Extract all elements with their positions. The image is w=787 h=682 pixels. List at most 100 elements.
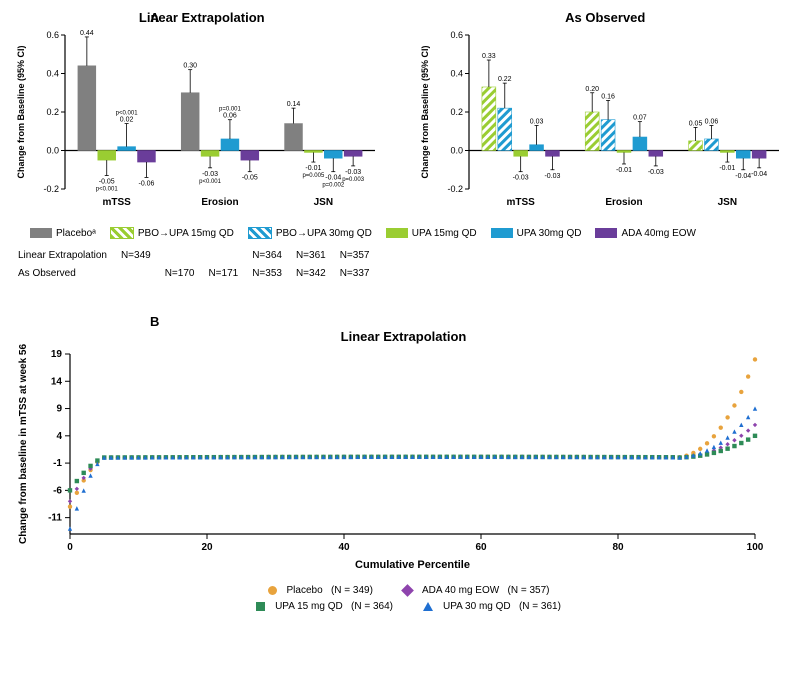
svg-text:-0.03: -0.03 xyxy=(202,171,218,178)
chart-a-left: Linear Extrapolation -0.20.00.20.40.6Cha… xyxy=(10,10,394,218)
svg-text:0.05: 0.05 xyxy=(688,120,702,127)
svg-text:-0.05: -0.05 xyxy=(99,179,115,186)
n-row-header: Linear Extrapolation xyxy=(12,248,113,264)
legend-label: ADA 40mg EOW xyxy=(621,228,695,239)
legend-b-item: UPA 30 mg QD (N = 361) xyxy=(413,601,561,612)
n-cell xyxy=(159,248,201,264)
svg-text:0.2: 0.2 xyxy=(450,107,463,117)
svg-text:-0.04: -0.04 xyxy=(735,173,751,180)
svg-text:19: 19 xyxy=(51,349,63,360)
n-cell: N=361 xyxy=(290,248,332,264)
svg-text:p=0.001: p=0.001 xyxy=(219,107,242,113)
svg-text:Cumulative Percentile: Cumulative Percentile xyxy=(355,559,470,571)
svg-text:Change from Baseline (95% CI): Change from Baseline (95% CI) xyxy=(420,45,430,178)
legend-b-item: UPA 15 mg QD (N = 364) xyxy=(246,601,393,612)
legend-b-item: ADA 40 mg EOW (N = 357) xyxy=(393,585,550,596)
legend-label: UPA 30mg QD xyxy=(517,228,582,239)
svg-text:0.0: 0.0 xyxy=(46,146,59,156)
legend-marker xyxy=(268,586,277,595)
n-cell: N=342 xyxy=(290,266,332,282)
svg-text:-0.06: -0.06 xyxy=(138,180,154,187)
legend-swatch xyxy=(30,228,52,238)
svg-text:-0.2: -0.2 xyxy=(43,184,59,194)
chart-a-left-title: Linear Extrapolation xyxy=(10,10,394,25)
svg-text:-0.05: -0.05 xyxy=(242,175,258,182)
svg-text:0.4: 0.4 xyxy=(450,69,463,79)
legend-label: Placeboᵃ xyxy=(56,228,96,239)
svg-text:0.06: 0.06 xyxy=(223,113,237,120)
chart-b-title: Linear Extrapolation xyxy=(10,329,787,344)
legend-b-item: Placebo (N = 349) xyxy=(258,585,373,596)
legend-swatch xyxy=(248,227,272,239)
svg-text:0.02: 0.02 xyxy=(120,117,134,124)
svg-text:-0.2: -0.2 xyxy=(447,184,463,194)
legend-swatch xyxy=(491,228,513,238)
svg-text:0.14: 0.14 xyxy=(287,101,301,108)
svg-text:0.6: 0.6 xyxy=(46,30,59,40)
svg-text:0.16: 0.16 xyxy=(601,93,615,100)
svg-text:-0.04: -0.04 xyxy=(325,175,341,182)
svg-text:Change from baseline in mTSS a: Change from baseline in mTSS at week 56 xyxy=(18,344,29,544)
svg-text:-0.01: -0.01 xyxy=(616,167,632,174)
n-cell xyxy=(115,266,157,282)
svg-text:-0.03: -0.03 xyxy=(345,169,361,176)
svg-text:60: 60 xyxy=(475,542,487,553)
svg-text:-0.04: -0.04 xyxy=(751,171,767,178)
n-cell: N=364 xyxy=(246,248,288,264)
svg-text:9: 9 xyxy=(56,404,62,415)
legend-swatch xyxy=(110,227,134,239)
panel-a-row: Linear Extrapolation -0.2 0.0 0.2 0.4 0.6 Cha… xyxy=(10,10,787,218)
svg-text:4: 4 xyxy=(56,431,62,442)
svg-text:-0.03: -0.03 xyxy=(647,169,663,176)
svg-text:100: 100 xyxy=(747,542,764,553)
svg-text:mTSS: mTSS xyxy=(102,197,131,208)
svg-text:14: 14 xyxy=(51,376,63,387)
svg-text:0.20: 0.20 xyxy=(585,86,599,93)
legend-marker xyxy=(256,602,265,611)
svg-text:Erosion: Erosion xyxy=(201,197,238,208)
panel-b: B Linear Extrapolation 020406080100-11-6… xyxy=(10,314,787,615)
svg-text:0.22: 0.22 xyxy=(497,76,511,83)
svg-text:-11: -11 xyxy=(48,513,62,524)
legend-swatch xyxy=(595,228,617,238)
legend-b: Placebo (N = 349) ADA 40 mg EOW (N = 357)… xyxy=(10,583,787,615)
svg-text:-0.03: -0.03 xyxy=(512,175,528,182)
svg-text:p=0.002: p=0.002 xyxy=(322,183,345,189)
legend-marker xyxy=(401,584,414,597)
svg-text:0.0: 0.0 xyxy=(450,146,463,156)
svg-text:0.07: 0.07 xyxy=(633,115,647,122)
svg-text:0.30: 0.30 xyxy=(183,63,197,70)
svg-text:-0.03: -0.03 xyxy=(544,173,560,180)
svg-text:-6: -6 xyxy=(53,485,62,496)
legend-a: Placeboᵃ PBO→UPA 15mg QD PBO→UPA 30mg QD UP… xyxy=(10,226,787,284)
svg-text:0.33: 0.33 xyxy=(482,53,496,60)
svg-text:0.06: 0.06 xyxy=(704,118,718,125)
svg-text:Erosion: Erosion xyxy=(605,197,642,208)
n-cell: N=337 xyxy=(334,266,376,282)
n-cell: N=349 xyxy=(115,248,157,264)
n-cell: N=357 xyxy=(334,248,376,264)
svg-text:p=0.003: p=0.003 xyxy=(342,177,365,183)
svg-text:0: 0 xyxy=(67,542,73,553)
svg-text:JSN: JSN xyxy=(717,197,736,208)
svg-text:p<0.001: p<0.001 xyxy=(199,179,222,185)
svg-text:0.44: 0.44 xyxy=(80,30,94,37)
chart-a-right: As Observed -0.2 0.0 0.2 0.4 0.6 Change from … xyxy=(414,10,787,218)
legend-swatch xyxy=(386,228,408,238)
n-cell: N=170 xyxy=(159,266,201,282)
legend-label: PBO→UPA 30mg QD xyxy=(276,228,372,239)
chart-a-right-title: As Observed xyxy=(414,10,787,25)
svg-text:mTSS: mTSS xyxy=(506,197,535,208)
svg-text:JSN: JSN xyxy=(314,197,333,208)
n-cell xyxy=(202,248,244,264)
svg-text:0.4: 0.4 xyxy=(46,69,59,79)
legend-label: PBO→UPA 15mg QD xyxy=(138,228,234,239)
svg-text:p<0.001: p<0.001 xyxy=(116,111,139,117)
n-cell: N=353 xyxy=(246,266,288,282)
svg-text:0.6: 0.6 xyxy=(450,30,463,40)
svg-text:-1: -1 xyxy=(53,458,62,469)
panel-b-label: B xyxy=(150,314,159,329)
svg-text:40: 40 xyxy=(338,542,350,553)
n-cell: N=171 xyxy=(202,266,244,282)
svg-text:p=0.005: p=0.005 xyxy=(302,173,325,179)
